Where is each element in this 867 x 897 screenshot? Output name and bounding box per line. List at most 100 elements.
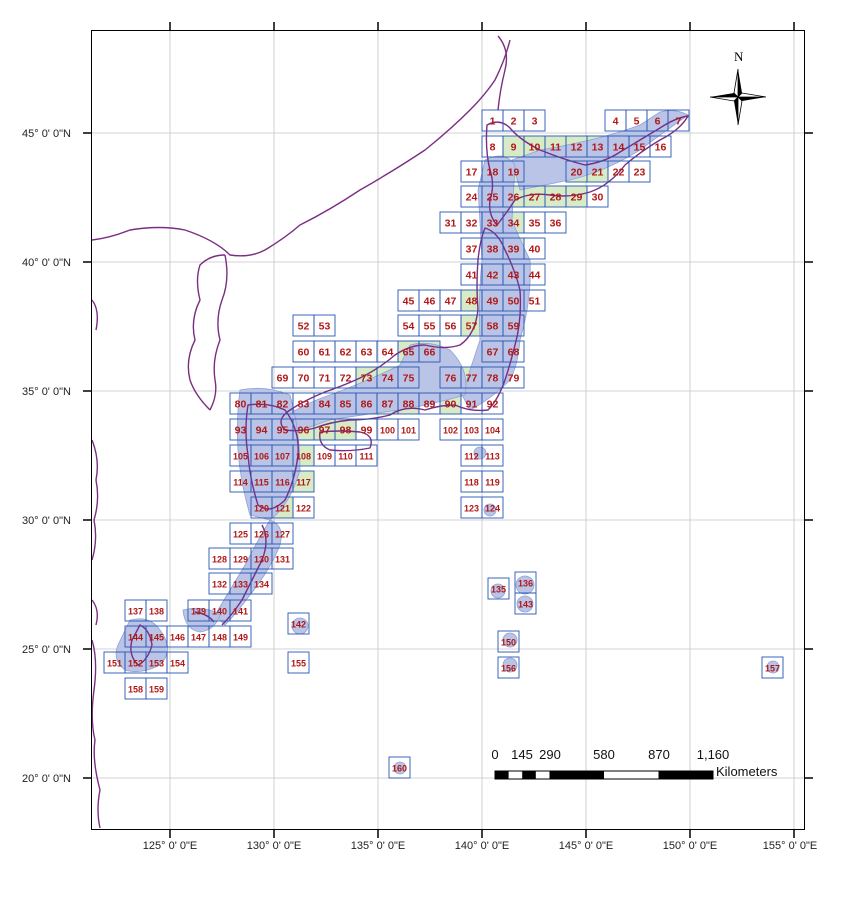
tile-cell xyxy=(229,625,252,648)
tile-number: 103 xyxy=(464,426,479,436)
tile-number: 44 xyxy=(529,270,541,282)
tile-number: 98 xyxy=(340,425,352,437)
tile-number: 139 xyxy=(191,607,206,617)
tile-number: 116 xyxy=(275,478,290,488)
tile-number: 159 xyxy=(149,685,164,695)
tile-number: 35 xyxy=(529,218,541,230)
tile-cell xyxy=(166,651,189,674)
tile-number: 82 xyxy=(277,399,289,411)
tile-number: 47 xyxy=(445,296,457,308)
tile-number: 67 xyxy=(487,347,499,359)
tile-number: 152 xyxy=(128,659,143,669)
tile-number: 112 xyxy=(464,452,479,462)
tile-cell xyxy=(145,677,168,700)
tile-number: 31 xyxy=(445,218,457,230)
tile-number: 117 xyxy=(296,478,311,488)
tile-cell xyxy=(586,185,609,208)
tile-number: 21 xyxy=(592,167,604,179)
tile-cell xyxy=(145,599,168,622)
tile-cell xyxy=(481,496,504,519)
tile-number: 26 xyxy=(508,192,520,204)
tile-cell xyxy=(502,314,525,337)
tile-cell xyxy=(388,756,411,779)
tile-cell xyxy=(481,418,504,441)
scale-tick-0: 0 xyxy=(491,747,499,762)
scale-tick-290: 290 xyxy=(539,747,561,762)
tile-cell xyxy=(544,211,567,234)
tile-number: 78 xyxy=(487,373,499,385)
tile-cell xyxy=(355,444,378,467)
tile-number: 58 xyxy=(487,321,499,333)
tile-number: 36 xyxy=(550,218,562,230)
lat-label-25: 25° 0' 0"N xyxy=(22,644,71,656)
tile-cell xyxy=(481,444,504,467)
tile-number: 134 xyxy=(254,580,269,590)
tile-number: 114 xyxy=(233,478,248,488)
tile-number: 2 xyxy=(511,116,517,128)
tile-number: 22 xyxy=(613,167,625,179)
tile-number: 17 xyxy=(466,167,478,179)
tile-number: 92 xyxy=(487,399,499,411)
lat-label-40: 40° 0' 0"N xyxy=(22,257,71,269)
tile-number: 121 xyxy=(275,504,290,514)
coastline xyxy=(92,35,689,829)
tile-number: 111 xyxy=(359,452,373,462)
tile-number: 89 xyxy=(424,399,436,411)
tile-number: 105 xyxy=(233,452,248,462)
tile-number: 49 xyxy=(487,296,499,308)
tile-cell xyxy=(514,592,537,615)
tile-number: 151 xyxy=(107,659,122,669)
tile-number: 125 xyxy=(233,530,248,540)
tile-number: 120 xyxy=(254,504,269,514)
tile-number: 88 xyxy=(403,399,415,411)
tile-number: 57 xyxy=(466,321,478,333)
tile-number: 54 xyxy=(403,321,415,333)
coastal-buffer xyxy=(115,110,780,775)
tile-number: 9 xyxy=(511,142,517,154)
tile-number: 158 xyxy=(128,685,143,695)
tile-number: 133 xyxy=(233,580,248,590)
tile-number: 80 xyxy=(235,399,247,411)
tile-number: 143 xyxy=(518,600,533,610)
tile-number: 46 xyxy=(424,296,436,308)
tile-number: 129 xyxy=(233,555,248,565)
tile-number: 14 xyxy=(613,142,625,154)
tile-number: 156 xyxy=(501,664,516,674)
north-arrow-icon: N xyxy=(709,49,767,126)
tile-cell xyxy=(313,314,336,337)
tile-number: 59 xyxy=(508,321,520,333)
tile-number: 96 xyxy=(298,425,310,437)
tile-number: 148 xyxy=(212,633,227,643)
tile-number: 135 xyxy=(491,585,506,595)
tile-number: 11 xyxy=(550,142,561,154)
tile-number: 155 xyxy=(291,659,306,669)
tile-number: 150 xyxy=(501,638,516,648)
tile-number: 136 xyxy=(518,579,533,589)
tile-number: 25 xyxy=(487,192,499,204)
tile-number: 122 xyxy=(296,504,311,514)
tile-cell xyxy=(502,160,525,183)
tile-number: 32 xyxy=(466,218,478,230)
scale-tick-1160: 1,160 xyxy=(696,747,730,762)
tile-number: 145 xyxy=(149,633,164,643)
tile-number: 73 xyxy=(361,373,373,385)
tile-number: 76 xyxy=(445,373,457,385)
tile-number: 108 xyxy=(296,452,311,462)
tile-cell xyxy=(497,656,520,679)
tile-number: 7 xyxy=(676,116,682,128)
scale-unit: Kilometers xyxy=(716,764,778,779)
tile-number: 130 xyxy=(254,555,269,565)
tile-number: 94 xyxy=(256,425,268,437)
tile-number: 24 xyxy=(466,192,478,204)
lat-label-20: 20° 0' 0"N xyxy=(22,773,71,785)
lon-label-125: 125° 0' 0"E xyxy=(142,840,198,852)
tile-number: 64 xyxy=(382,347,394,359)
tile-number: 12 xyxy=(571,142,583,154)
scale-tick-145: 145 xyxy=(511,747,533,762)
tile-number: 34 xyxy=(508,218,520,230)
tile-number: 42 xyxy=(487,270,499,282)
tile-number: 118 xyxy=(464,478,479,488)
tile-number: 13 xyxy=(592,142,604,154)
lon-label-140: 140° 0' 0"E xyxy=(454,840,510,852)
